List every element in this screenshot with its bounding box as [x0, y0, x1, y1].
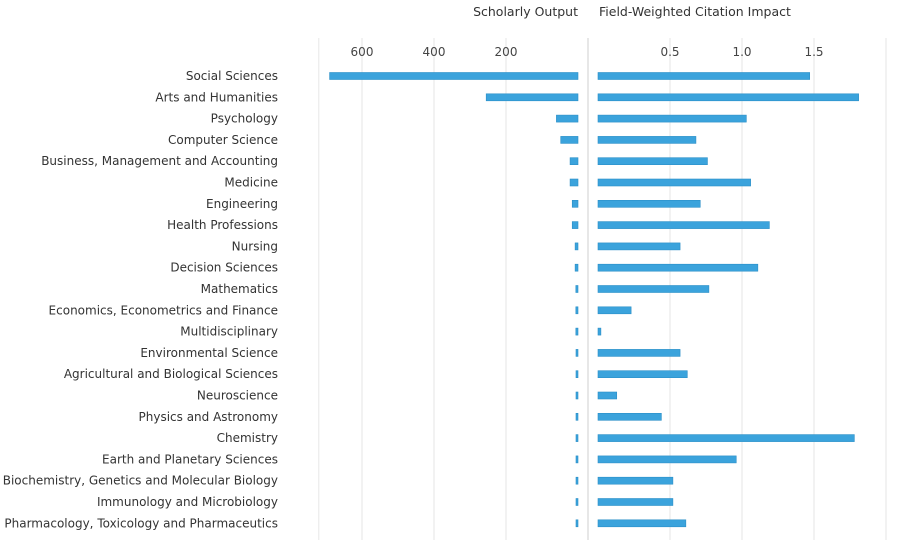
bar-scholarly-output — [575, 306, 579, 315]
category-label: Health Professions — [167, 218, 278, 232]
scholarly-output-bars — [329, 72, 579, 528]
bar-scholarly-output — [575, 455, 579, 464]
panel-title-fwci: Field-Weighted Citation Impact — [599, 4, 791, 19]
bar-scholarly-output — [574, 263, 579, 272]
bar-scholarly-output — [485, 93, 579, 102]
bar-scholarly-output — [575, 498, 579, 506]
category-label: Neuroscience — [197, 389, 278, 403]
bar-scholarly-output — [575, 391, 579, 400]
bar-fwci — [597, 136, 697, 144]
tick-label-output-600: 600 — [351, 45, 374, 59]
bar-fwci — [597, 263, 759, 272]
panel-title-scholarly-output: Scholarly Output — [473, 4, 578, 19]
category-label: Mathematics — [201, 282, 278, 296]
bar-fwci — [597, 412, 662, 421]
tick-label-fwci-1: 1.0 — [732, 45, 751, 59]
category-label: Economics, Econometrics and Finance — [49, 303, 278, 317]
category-label: Immunology and Microbiology — [97, 495, 278, 509]
tick-label-fwci-0.5: 0.5 — [660, 45, 679, 59]
bar-scholarly-output — [329, 72, 579, 80]
category-label: Medicine — [224, 176, 278, 190]
tick-label-output-200: 200 — [495, 45, 518, 59]
bar-scholarly-output — [575, 434, 579, 442]
category-label: Chemistry — [217, 431, 278, 445]
bar-scholarly-output — [556, 114, 579, 123]
bar-fwci — [597, 221, 770, 229]
category-label: Business, Management and Accounting — [41, 154, 278, 168]
bar-scholarly-output — [560, 136, 579, 144]
bar-fwci — [597, 455, 737, 464]
category-label: Biochemistry, Genetics and Molecular Bio… — [3, 474, 278, 488]
category-label: Decision Sciences — [170, 261, 278, 275]
bar-scholarly-output — [575, 476, 579, 485]
bar-fwci — [597, 178, 751, 187]
tick-label-output-400: 400 — [423, 45, 446, 59]
category-label: Physics and Astronomy — [139, 410, 279, 424]
bar-fwci — [597, 72, 810, 80]
bar-scholarly-output — [569, 157, 579, 165]
fwci-bars — [597, 72, 859, 528]
bar-scholarly-output — [575, 349, 579, 357]
category-label: Multidisciplinary — [180, 325, 278, 339]
bar-fwci — [597, 114, 747, 123]
bar-scholarly-output — [575, 285, 579, 293]
bar-fwci — [597, 306, 632, 315]
category-label: Engineering — [206, 197, 278, 211]
bar-scholarly-output — [569, 178, 579, 187]
category-label: Arts and Humanities — [155, 90, 278, 104]
category-label: Social Sciences — [186, 69, 278, 83]
bar-scholarly-output — [575, 519, 579, 528]
category-label: Psychology — [211, 112, 278, 126]
bar-fwci — [597, 519, 687, 528]
bar-fwci — [597, 476, 674, 485]
category-label: Agricultural and Biological Sciences — [64, 367, 278, 381]
bar-fwci — [597, 285, 710, 293]
bar-scholarly-output — [575, 327, 579, 336]
bar-fwci — [597, 498, 674, 506]
bar-scholarly-output — [575, 412, 579, 421]
bar-scholarly-output — [571, 200, 579, 208]
category-label: Pharmacology, Toxicology and Pharmaceuti… — [4, 516, 278, 530]
bar-fwci — [597, 242, 681, 251]
bar-fwci — [597, 200, 701, 208]
bar-scholarly-output — [571, 221, 579, 229]
bar-fwci — [597, 391, 618, 400]
bar-fwci — [597, 157, 708, 165]
category-labels: Social Sciences Arts and Humanities Psycho… — [3, 69, 278, 530]
bar-fwci — [597, 327, 602, 336]
category-label: Computer Science — [168, 133, 278, 147]
tick-layer: 600 400 200 0.5 1.0 1.5 — [351, 45, 824, 59]
bar-fwci — [597, 434, 855, 442]
bar-scholarly-output — [574, 242, 579, 251]
bar-fwci — [597, 370, 688, 379]
category-label: Earth and Planetary Sciences — [102, 452, 278, 466]
bar-fwci — [597, 93, 859, 102]
category-label: Nursing — [232, 239, 278, 253]
category-label: Environmental Science — [140, 346, 278, 360]
tick-label-fwci-1.5: 1.5 — [804, 45, 823, 59]
bar-scholarly-output — [575, 370, 579, 379]
bar-fwci — [597, 349, 681, 357]
